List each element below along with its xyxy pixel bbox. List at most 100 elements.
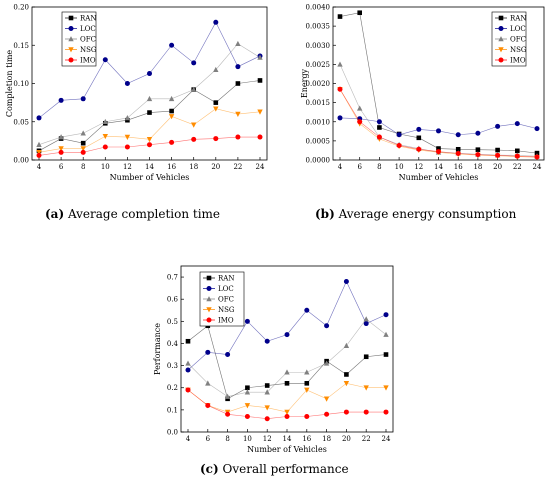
data-point-imo [205,402,211,408]
data-point-ran [377,125,382,130]
data-point-ofc [124,115,131,121]
data-point-ran [383,352,389,357]
data-point-ofc [36,141,42,147]
data-point-ran [337,14,343,19]
data-point-loc [124,81,130,86]
series-nsg [185,381,389,415]
series-imo [185,387,389,422]
data-point-ran [147,110,152,115]
data-point-ofc [323,360,330,366]
legend: RAN LOC OFC NSG IMO [491,11,527,67]
x-tick-label: 4 [186,435,191,443]
x-tick-label: 22 [362,435,371,443]
y-tick-label: 0.0005 [306,137,331,145]
caption-a: (a) Average completion time [45,207,220,221]
x-tick-label: 14 [145,163,154,171]
data-point-loc [102,57,108,63]
legend-label-imo: IMO [510,57,526,65]
y-tick-label: 0.10 [13,80,29,88]
x-tick-label: 16 [302,435,311,443]
data-point-ofc [58,134,64,140]
series-line-nsg [187,382,386,413]
data-point-ofc [383,331,389,337]
data-point-ran [245,385,250,391]
data-point-ofc [235,40,241,47]
legend-label-ofc: OFC [218,296,234,304]
y-tick-label: 0.20 [13,4,29,12]
x-tick-label: 20 [342,435,351,443]
data-point-ran [363,354,369,360]
data-point-nsg [36,150,42,156]
x-tick-label: 8 [81,163,85,171]
legend-marker-nsg [68,47,74,53]
data-point-nsg [235,111,241,117]
data-point-imo [534,154,540,160]
series-loc [185,278,389,373]
x-tick-label: 8 [225,435,229,443]
data-point-ofc [244,389,251,395]
data-point-imo [455,150,461,156]
data-point-loc [514,121,520,127]
data-point-imo [36,152,42,158]
data-point-ran [284,381,290,386]
data-point-imo [343,409,349,415]
legend-marker-nsg [206,307,212,313]
data-point-imo [169,139,175,145]
y-axis-label: Energy [300,68,309,98]
y-tick-label: 0.0025 [306,61,331,69]
data-point-loc [534,126,540,132]
data-point-imo [475,152,481,158]
data-point-imo [185,387,191,393]
data-point-ofc [304,369,310,375]
x-tick-label: 6 [357,163,362,171]
data-point-imo [244,414,250,420]
x-tick-label: 10 [101,163,110,171]
data-point-imo [383,409,389,415]
data-point-imo [436,149,441,155]
legend-label-ran: RAN [80,15,96,23]
y-tick-label: 0.3 [167,362,178,370]
caption-c-text: Overall performance [222,462,349,476]
data-point-nsg [213,106,219,112]
data-point-ran [169,108,174,114]
data-point-ran [213,100,219,105]
x-tick-label: 14 [434,163,443,171]
x-tick-label: 10 [395,163,404,171]
data-point-nsg [383,385,389,391]
data-point-ran [344,372,349,377]
data-point-nsg [323,396,330,402]
data-point-ofc [257,54,263,60]
y-tick-label: 0.15 [13,42,29,50]
legend-marker-nsg [498,47,504,53]
data-point-ofc [343,342,350,348]
data-point-nsg [257,109,263,115]
y-tick-label: 0.0035 [306,23,331,31]
legend-marker-imo [206,317,212,323]
x-tick-label: 6 [59,163,64,171]
data-point-imo [514,153,520,159]
data-point-nsg [343,381,350,387]
data-point-nsg [363,385,369,391]
data-point-imo [264,416,270,422]
data-point-ran [455,146,461,152]
data-point-imo [376,134,382,140]
caption-a-letter: (a) [45,207,65,221]
legend-marker-loc [206,286,212,291]
data-point-ran [475,147,481,152]
caption-b-text: Average energy consumption [338,207,517,221]
data-point-imo [235,134,241,140]
data-point-nsg [146,137,153,143]
data-point-loc [455,132,461,138]
x-tick-label: 24 [256,163,265,171]
legend-marker-imo [498,57,504,63]
data-point-imo [58,149,64,155]
data-point-loc [284,332,290,338]
data-point-imo [324,411,330,417]
data-point-imo [80,149,86,155]
x-tick-label: 6 [206,435,211,443]
series-line-ofc [339,64,538,157]
data-point-loc [324,323,330,329]
legend-label-ofc: OFC [80,36,96,44]
series-nsg [36,106,263,156]
y-tick-label: 0.7 [167,274,178,282]
